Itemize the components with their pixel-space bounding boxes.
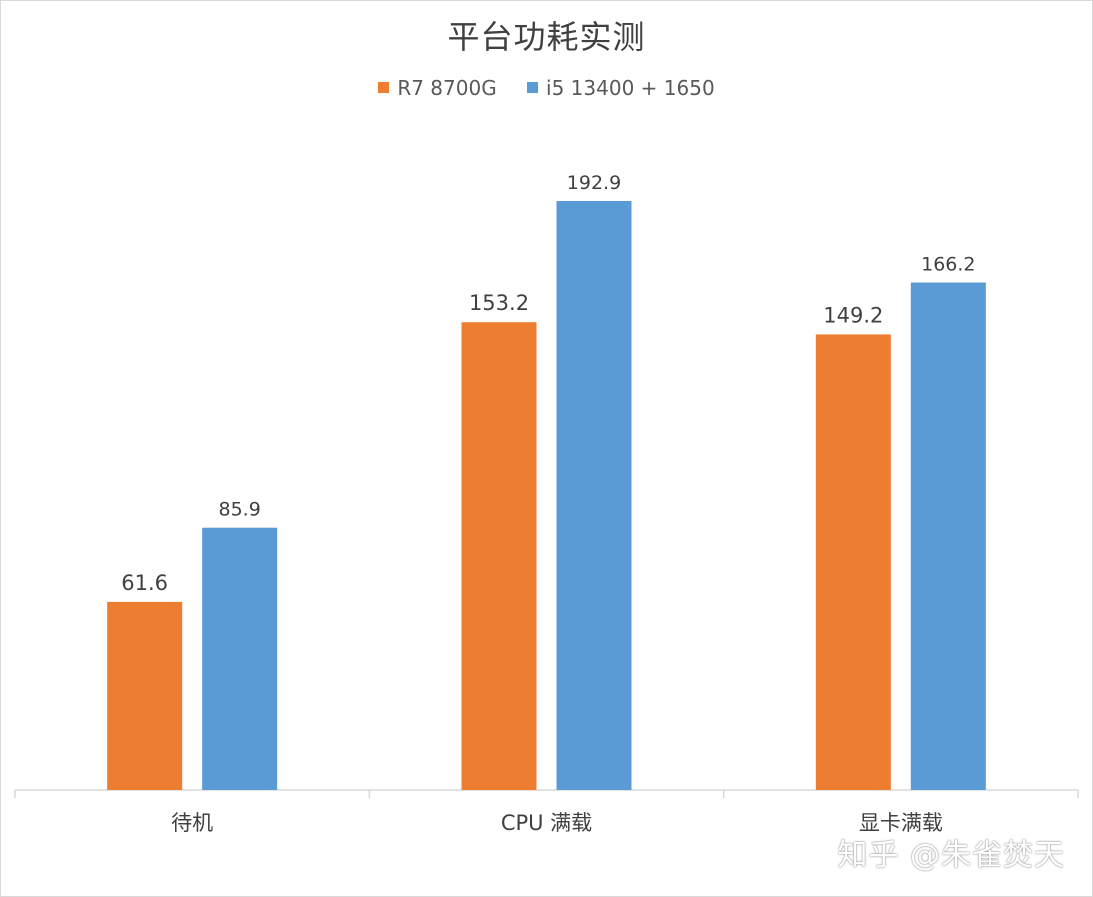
legend-label-i5-13400: i5 13400 + 1650 — [546, 75, 715, 100]
legend-item-r7-8700g: R7 8700G — [378, 75, 497, 100]
data-label: 166.2 — [921, 254, 975, 276]
data-label: 192.9 — [567, 172, 621, 194]
bar-r7-8700g-0 — [107, 601, 183, 790]
data-label: 149.2 — [823, 303, 883, 327]
data-label: 153.2 — [469, 291, 529, 315]
data-label: 85.9 — [219, 499, 261, 521]
chart-title: 平台功耗实测 — [447, 18, 646, 56]
x-tick-label: CPU 满载 — [501, 811, 592, 835]
bar-i5-13400-2 — [910, 282, 986, 790]
bar-i5-13400-0 — [202, 527, 278, 790]
legend-label-r7-8700g: R7 8700G — [397, 75, 497, 100]
legend-swatch-r7-8700g — [378, 82, 390, 93]
data-label: 61.6 — [121, 571, 168, 595]
watermark: 知乎 @朱雀焚天 — [837, 838, 1065, 873]
x-tick-label: 待机 — [171, 811, 213, 835]
bar-r7-8700g-1 — [461, 322, 537, 790]
legend-item-i5-13400: i5 13400 + 1650 — [527, 76, 715, 100]
bar-r7-8700g-2 — [815, 334, 891, 790]
legend: R7 8700G i5 13400 + 1650 — [0, 74, 1093, 100]
bar-i5-13400-1 — [556, 201, 632, 790]
legend-swatch-i5-13400 — [527, 82, 539, 93]
x-tick-label: 显卡满载 — [859, 811, 943, 835]
